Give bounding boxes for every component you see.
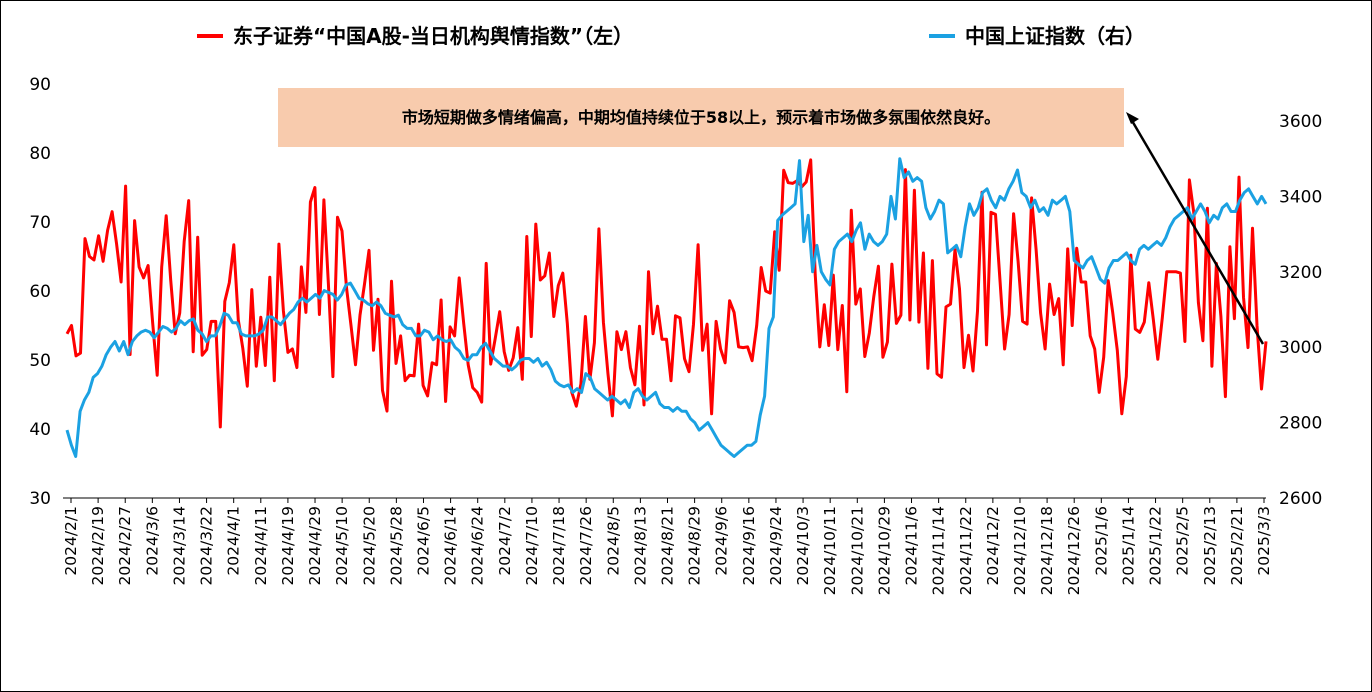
series-layer: [65, 157, 1268, 458]
right-tick-label-0: 2600: [1279, 489, 1322, 509]
annotation: 市场短期做多情绪偏高，中期均值持续位于58以上，预示着市场做多氛围依然良好。: [278, 88, 1265, 345]
x-tick-label-17: 2024/7/10: [523, 506, 541, 585]
x-tick-label-8: 2024/4/19: [279, 506, 297, 585]
right-tick-label-2: 3000: [1279, 338, 1322, 358]
x-tick-label-12: 2024/5/28: [387, 506, 405, 585]
right-tick-label-5: 3600: [1279, 112, 1322, 132]
x-tick-label-39: 2025/1/14: [1119, 506, 1137, 585]
x-tick-label-10: 2024/5/10: [333, 506, 351, 585]
x-tick-label-13: 2024/6/5: [414, 506, 432, 576]
annotation-text: 市场短期做多情绪偏高，中期均值持续位于58以上，预示着市场做多氛围依然良好。: [402, 108, 1000, 127]
x-tick-label-20: 2024/8/5: [604, 506, 622, 576]
x-tick-label-28: 2024/10/11: [821, 506, 839, 595]
x-tick-label-42: 2025/2/13: [1201, 506, 1219, 585]
x-tick-label-38: 2025/1/6: [1092, 506, 1110, 576]
x-tick-label-43: 2025/2/21: [1228, 506, 1246, 585]
x-tick-label-24: 2024/9/6: [713, 506, 731, 576]
x-tick-label-3: 2024/3/6: [143, 506, 161, 576]
x-tick-label-27: 2024/10/3: [794, 506, 812, 585]
x-tick-label-19: 2024/7/26: [577, 506, 595, 585]
left-tick-label-3: 60: [29, 282, 51, 302]
series-line-shanghai: [65, 157, 1268, 458]
annotation-arrow: [1129, 118, 1265, 345]
x-tick-label-7: 2024/4/11: [252, 506, 270, 585]
left-tick-label-5: 80: [29, 144, 51, 164]
x-tick-label-2: 2024/2/27: [116, 506, 134, 585]
left-tick-label-1: 40: [29, 420, 51, 440]
x-tick-label-18: 2024/7/18: [550, 506, 568, 585]
x-tick-label-22: 2024/8/21: [659, 506, 677, 585]
x-tick-label-21: 2024/8/13: [631, 506, 649, 585]
left-y-axis: 30 40 50 60 70 80 90: [29, 75, 51, 509]
x-tick-label-14: 2024/6/14: [442, 506, 460, 585]
x-tick-label-4: 2024/3/14: [170, 506, 188, 585]
x-tick-label-35: 2024/12/10: [1011, 506, 1029, 595]
x-tick-label-44: 2025/3/3: [1255, 506, 1273, 576]
annotation-arrowhead: [1126, 112, 1139, 124]
annotation-box: [278, 88, 1124, 147]
x-tick-label-29: 2024/10/21: [848, 506, 866, 595]
x-tick-label-32: 2024/11/14: [930, 506, 948, 595]
x-tick-label-30: 2024/10/29: [875, 506, 893, 595]
x-axis: 2024/2/1 2024/2/19 2024/2/27 2024/3/6 2024/3…: [62, 497, 1273, 595]
left-tick-label-2: 50: [29, 351, 51, 371]
left-tick-label-0: 30: [29, 489, 51, 509]
x-tick-label-0: 2024/2/1: [62, 506, 80, 576]
x-tick-label-15: 2024/6/24: [469, 506, 487, 585]
x-tick-label-40: 2025/1/22: [1147, 506, 1165, 585]
x-tick-label-16: 2024/7/2: [496, 506, 514, 576]
series-line-sentiment: [65, 158, 1268, 429]
x-tick-label-41: 2025/2/5: [1174, 506, 1192, 576]
left-tick-label-4: 70: [29, 213, 51, 233]
right-y-axis: 2600 2800 3000 3200 3400 3600: [1279, 112, 1322, 509]
legend-label-sentiment: 东子证券“中国A股-当日机构舆情指数”（左）: [233, 24, 633, 48]
x-tick-label-31: 2024/11/6: [903, 506, 921, 585]
x-tick-label-9: 2024/4/29: [306, 506, 324, 585]
legend-label-shanghai: 中国上证指数（右）: [965, 24, 1145, 48]
x-tick-label-25: 2024/9/16: [740, 506, 758, 585]
left-tick-label-6: 90: [29, 75, 51, 95]
x-tick-label-37: 2024/12/26: [1065, 506, 1083, 595]
x-tick-label-23: 2024/8/29: [686, 506, 704, 585]
x-tick-label-33: 2024/11/22: [957, 506, 975, 595]
legend: 东子证券“中国A股-当日机构舆情指数”（左） 中国上证指数（右）: [197, 24, 1145, 48]
x-tick-label-11: 2024/5/20: [360, 506, 378, 585]
right-tick-label-4: 3400: [1279, 187, 1322, 207]
right-tick-label-3: 3200: [1279, 263, 1322, 283]
x-tick-label-6: 2024/4/1: [225, 506, 243, 576]
x-tick-label-36: 2024/12/18: [1038, 506, 1056, 595]
x-tick-label-1: 2024/2/19: [89, 506, 107, 585]
x-tick-label-5: 2024/3/22: [198, 506, 216, 585]
x-tick-label-26: 2024/9/24: [767, 506, 785, 585]
x-tick-label-34: 2024/12/2: [984, 506, 1002, 585]
right-tick-label-1: 2800: [1279, 414, 1322, 434]
